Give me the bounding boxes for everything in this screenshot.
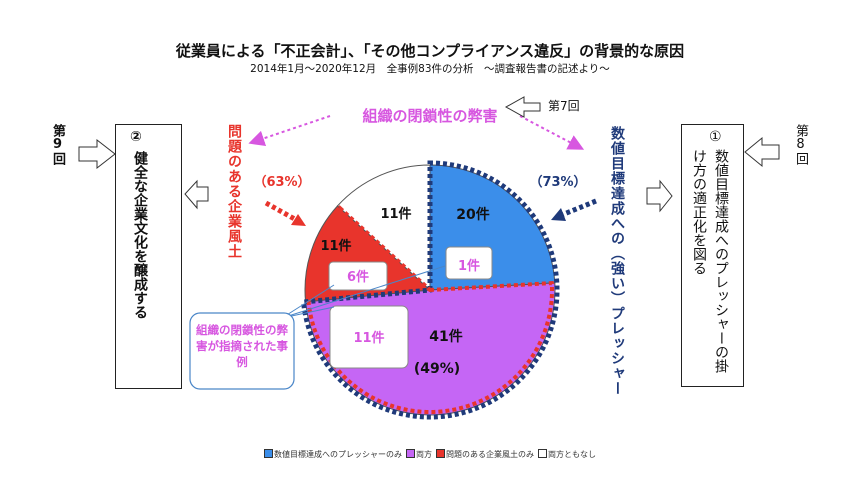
none-slice-label: 11件 — [380, 206, 411, 222]
legend-item: 両方ともなし — [538, 449, 596, 460]
left-box-text: 健全な企業文化を醸成する — [132, 151, 148, 319]
red-inner-box — [328, 261, 388, 291]
callout-box — [189, 312, 295, 390]
callout-text: 組織の閉鎖性の弊害が指摘された事例 — [196, 323, 288, 369]
culture-region-outline — [306, 205, 554, 414]
rank9-arrow-icon — [78, 138, 116, 170]
page-subtitle: 2014年1月〜2020年12月 全事例83件の分析 〜調査報告書の記述より〜 — [250, 63, 610, 75]
legend-label: 両方ともなし — [548, 450, 596, 459]
legend-item: 両方 — [406, 449, 432, 460]
pie-slice-none — [336, 164, 431, 292]
callout-line-3 — [281, 265, 446, 319]
blue-inner-box — [445, 246, 493, 280]
pressure-pct-label: （73%） — [529, 174, 586, 190]
legend-swatch — [264, 449, 273, 458]
navy-pointer-arrow — [558, 198, 597, 219]
blue-slice-label: 20件 — [456, 206, 489, 223]
callout-line-2 — [281, 284, 335, 319]
legend-swatch — [406, 449, 415, 458]
pressure-label: 数値目標達成への（強い）プレッシャー — [609, 126, 625, 396]
legend-item: 数値目標達成へのプレッシャーのみ — [264, 449, 402, 460]
rank7-label: 第7回 — [548, 99, 580, 113]
left-action-box: ② 健全な企業文化を醸成する — [115, 124, 182, 389]
right-box-arrow-icon — [646, 179, 673, 213]
legend-label: 問題のある企業風土のみ — [446, 450, 534, 459]
pressure-region-outline — [300, 160, 560, 420]
chart-legend: 数値目標達成へのプレッシャーのみ 両方 問題のある企業風土のみ 両方ともなし — [0, 449, 860, 460]
legend-swatch — [436, 449, 445, 458]
red-inner-label: 6件 — [347, 269, 369, 285]
pink-arrow-left — [248, 115, 331, 147]
red-pointer-head — [291, 214, 306, 226]
right-box-number: ① — [709, 129, 722, 145]
rank7-arrow-icon — [504, 96, 541, 118]
purple-slice-label: 41件 — [429, 328, 462, 345]
purple-inner-label: 11件 — [353, 330, 384, 346]
legend-label: 両方 — [416, 450, 432, 459]
legend-swatch — [538, 449, 547, 458]
left-box-arrow-icon — [184, 179, 209, 210]
blue-inner-label: 1件 — [458, 258, 480, 274]
culture-label: 問題のある企業風土 — [226, 124, 242, 259]
legend-label: 数値目標達成へのプレッシャーのみ — [274, 450, 402, 459]
pink-arrow-right — [519, 115, 585, 150]
legend-item: 問題のある企業風土のみ — [436, 449, 534, 460]
right-action-box: ① 数値目標達成へのプレッシャーの掛け方の適正化を図る — [681, 124, 744, 387]
right-box-text: 数値目標達成へのプレッシャーの掛け方の適正化を図る — [691, 149, 729, 373]
rank8-arrow-icon — [744, 136, 780, 168]
purple-inner-box — [329, 305, 409, 369]
rank8-label: 第8回 — [793, 124, 808, 165]
red-slice-label: 11件 — [320, 238, 351, 254]
purple-pct-label: (49%) — [414, 361, 460, 377]
culture-pct-label: （63%） — [253, 174, 310, 190]
closed-org-label: 組織の閉鎖性の弊害 — [362, 107, 497, 125]
rank9-label: 第9回 — [50, 124, 65, 165]
navy-pointer-head — [551, 208, 566, 221]
page-title: 従業員による「不正会計」、「その他コンプライアンス違反」の背景的な原因 — [175, 42, 685, 60]
left-box-number: ② — [130, 129, 142, 145]
